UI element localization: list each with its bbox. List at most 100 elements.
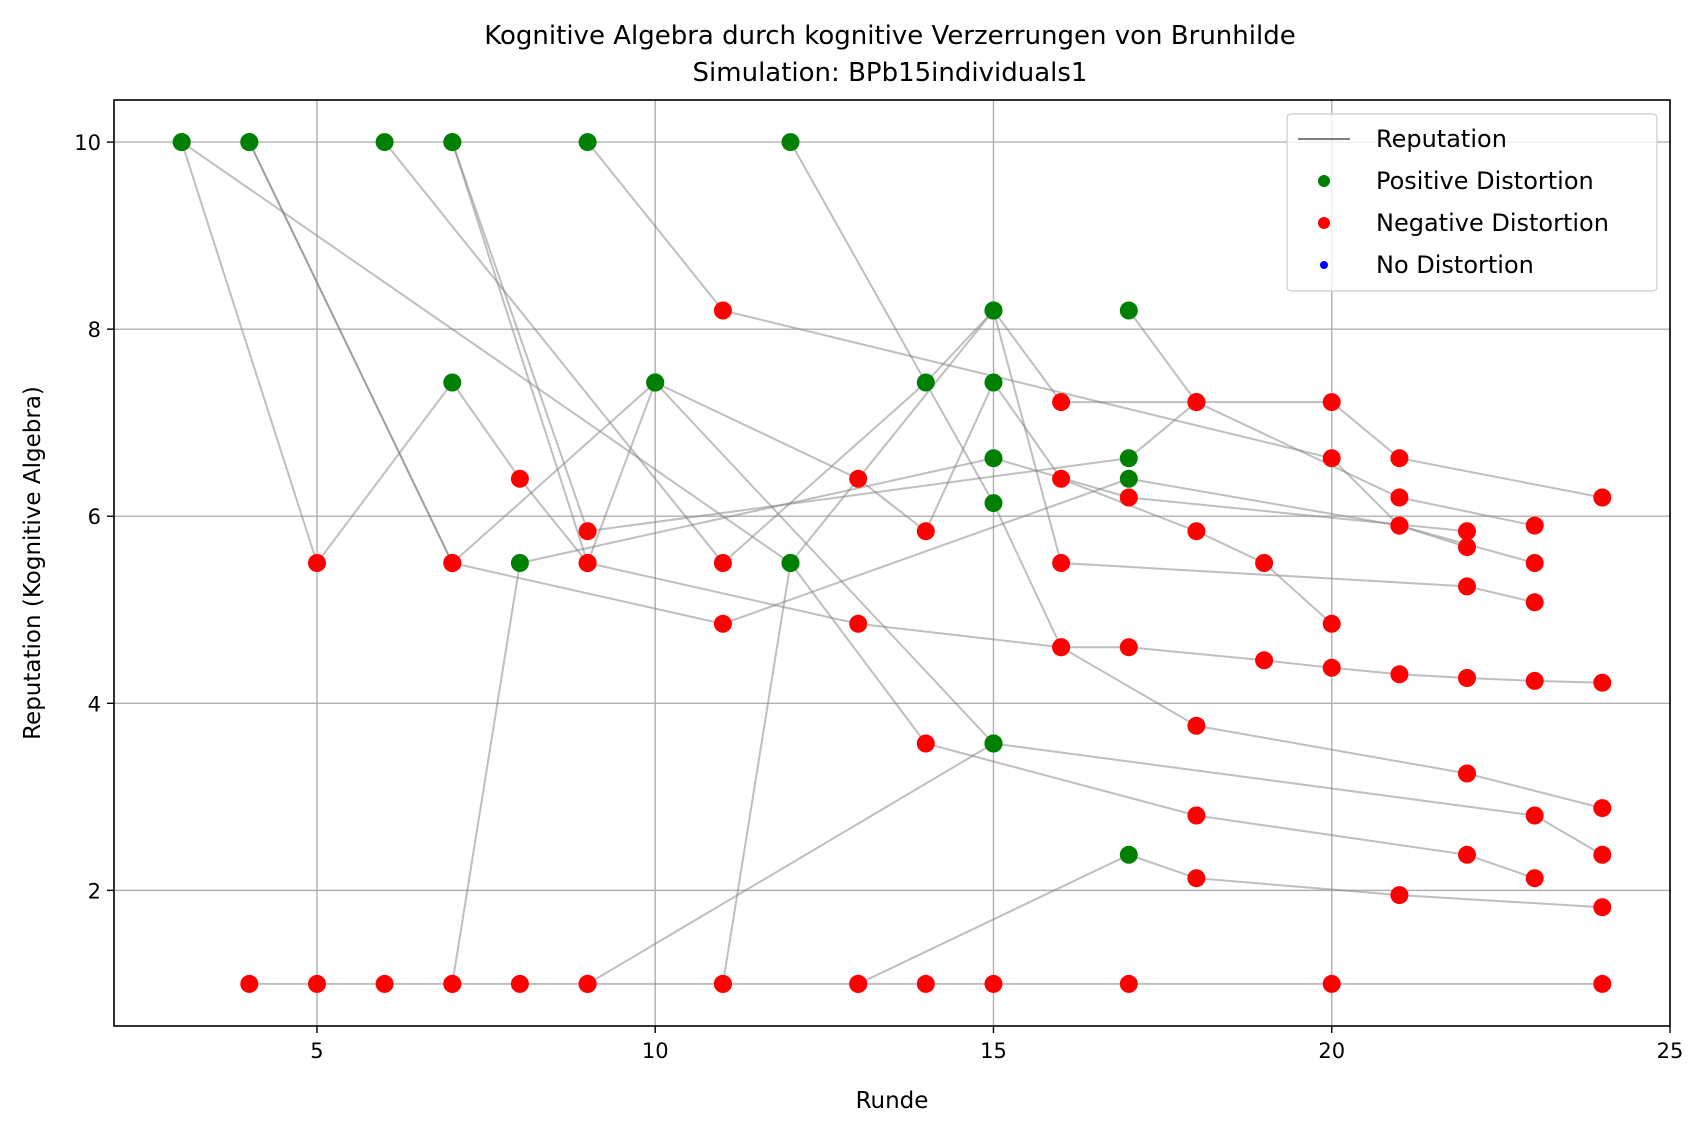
negative-distortion-point	[1322, 658, 1341, 677]
negative-distortion-point	[1052, 638, 1071, 657]
negative-distortion-point	[1458, 845, 1476, 864]
negative-distortion-point	[1390, 449, 1409, 468]
x-axis-ticks: 5 10 15 20 25	[310, 1026, 1683, 1063]
positive-distortion-point	[984, 449, 1003, 468]
negative-distortion-point	[1525, 869, 1544, 888]
reputation-line	[383, 141, 1603, 565]
negative-distortion-point	[849, 469, 868, 488]
negative-distortion-point	[578, 522, 597, 541]
negative-distortion-point	[1187, 806, 1206, 825]
reputation-line	[1127, 309, 1198, 403]
legend-box	[1286, 113, 1658, 292]
reputation-line	[721, 308, 1535, 985]
negative-distortion-point	[1390, 665, 1409, 684]
negative-distortion-point	[1525, 593, 1544, 612]
reputation-line	[451, 141, 1535, 533]
positive-distortion-point	[646, 373, 665, 392]
positive-distortion-point	[375, 133, 394, 152]
negative-distortion-point	[1322, 974, 1341, 993]
positive-distortion-point	[984, 301, 1003, 320]
negative-distortion-point	[916, 734, 935, 753]
negative-distortion-point	[510, 469, 529, 488]
negative-distortion-point	[443, 554, 462, 572]
negative-distortion-point	[1525, 516, 1544, 535]
negative-distortion-point	[1255, 554, 1274, 572]
positive-distortion-point	[1119, 449, 1138, 468]
positive-distortion-point	[443, 373, 462, 392]
reputation-line	[587, 742, 995, 985]
negative-distortion-point	[1052, 554, 1071, 572]
data-points	[172, 133, 1612, 993]
positive-distortion-point	[984, 494, 1003, 513]
negative-distortion-point	[1322, 393, 1341, 412]
negative-distortion-point	[240, 974, 259, 993]
negative-distortion-point	[1593, 898, 1612, 917]
negative-distortion-point	[1593, 488, 1612, 507]
negative-distortion-point	[1187, 522, 1206, 541]
negative-distortion-point	[1390, 516, 1409, 535]
legend-label-negative: Negative Distortion	[1376, 209, 1609, 237]
negative-distortion-point	[713, 974, 732, 993]
negative-distortion-point	[713, 301, 732, 320]
negative-distortion-point	[1119, 488, 1138, 507]
negative-distortion-point	[916, 974, 935, 993]
positive-distortion-point	[578, 133, 597, 152]
negative-distortion-point	[1052, 393, 1071, 412]
reputation-line	[180, 141, 1603, 684]
negative-distortion-point	[1187, 716, 1206, 735]
negative-distortion-point	[1119, 974, 1138, 993]
negative-distortion-point	[1593, 845, 1612, 864]
negative-distortion-point	[1458, 522, 1476, 541]
negative-distortion-point	[1119, 638, 1138, 657]
negative-distortion-point	[443, 974, 462, 993]
negative-distortion-point	[984, 974, 1003, 993]
y-tick-label: 2	[88, 879, 101, 903]
positive-distortion-point	[984, 373, 1003, 392]
positive-distortion-point	[781, 133, 800, 152]
positive-distortion-point	[240, 133, 259, 152]
plot-frame	[113, 99, 1671, 1027]
y-tick-label: 6	[88, 505, 101, 529]
negative-distortion-point	[1187, 393, 1206, 412]
negative-distortion-point	[510, 974, 529, 993]
positive-distortion-point	[510, 554, 529, 572]
y-tick-label: 10	[74, 131, 101, 155]
reputation-line	[789, 141, 1603, 810]
negative-distortion-point	[1593, 974, 1612, 993]
x-tick-label: 20	[1318, 1039, 1345, 1063]
legend-label-reputation: Reputation	[1376, 125, 1507, 153]
x-tick-label: 15	[980, 1039, 1007, 1063]
y-axis-ticks: 2 4 6 8 10	[74, 131, 114, 903]
negative-distortion-point	[713, 554, 732, 572]
negative-distortion-point	[1390, 488, 1409, 507]
reputation-line	[181, 141, 1536, 880]
legend-marker-negative	[1318, 217, 1330, 229]
positive-distortion-point	[1119, 845, 1138, 864]
negative-distortion-point	[1458, 764, 1476, 783]
negative-distortion-point	[578, 554, 597, 572]
negative-distortion-point	[308, 974, 326, 993]
chart-title: Kognitive Algebra durch kognitive Verzer…	[484, 21, 1295, 51]
x-axis-label: Runde	[856, 1088, 929, 1114]
negative-distortion-point	[1322, 614, 1341, 633]
positive-distortion-point	[984, 734, 1003, 753]
negative-distortion-point	[916, 522, 935, 541]
negative-distortion-point	[1390, 886, 1409, 905]
negative-distortion-point	[849, 974, 868, 993]
y-tick-label: 8	[88, 318, 101, 342]
negative-distortion-point	[1525, 671, 1544, 690]
legend-marker-positive	[1318, 175, 1330, 187]
negative-distortion-point	[578, 974, 597, 993]
negative-distortion-point	[308, 554, 326, 572]
reputation-line	[248, 141, 1333, 625]
legend-label-positive: Positive Distortion	[1376, 167, 1594, 195]
negative-distortion-point	[1187, 869, 1206, 888]
positive-distortion-point	[1119, 469, 1138, 488]
y-axis-label: Reputation (Kognitive Algebra)	[20, 386, 46, 740]
negative-distortion-point	[849, 614, 868, 633]
negative-distortion-point	[1052, 469, 1071, 488]
negative-distortion-point	[1255, 651, 1274, 670]
x-tick-label: 25	[1657, 1039, 1684, 1063]
positive-distortion-point	[916, 373, 935, 392]
